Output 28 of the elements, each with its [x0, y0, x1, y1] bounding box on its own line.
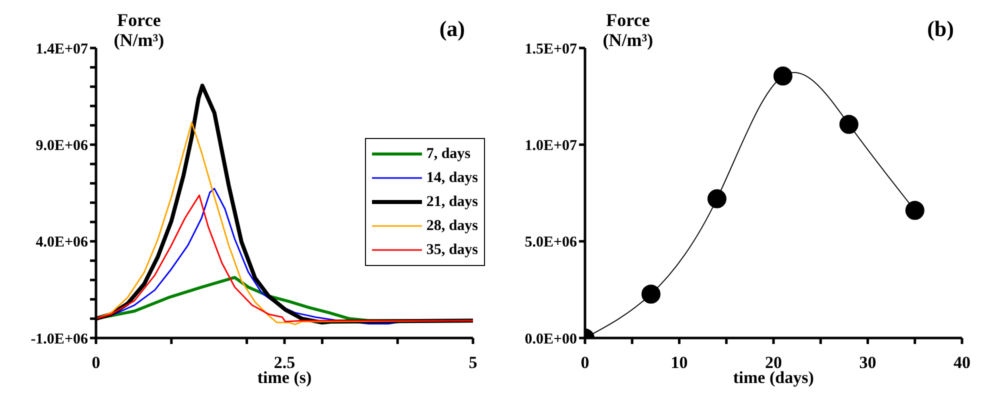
y-tick-label: -1.0E+06 [30, 331, 88, 348]
y-tick-label: 1.0E+07 [524, 138, 578, 154]
point [707, 189, 726, 208]
x-tick-label: 40 [954, 353, 970, 372]
x-tick-label: 5 [468, 353, 478, 372]
y-tick-label: 1.5E+07 [524, 41, 578, 58]
legend-label: 35, days [426, 242, 478, 258]
legend-label: 21, days [426, 194, 478, 210]
y-tick-label: 0.0E+00 [524, 331, 577, 348]
x-tick-label: 0 [92, 353, 100, 372]
x-tick-label: 0 [580, 353, 590, 372]
y-tick-label: 1.4E+07 [36, 41, 88, 58]
legend-label: 7, days [426, 146, 470, 162]
x-tick-label: 10 [670, 353, 688, 372]
chart-title: (b) [927, 16, 954, 42]
y-axis-title: Force (N/m³) [602, 10, 654, 50]
point [905, 200, 924, 220]
point [839, 114, 858, 134]
y-tick-label: 4.0E+06 [36, 234, 88, 251]
point [641, 284, 660, 304]
legend-label: 14, days [426, 170, 478, 186]
y-tick-label: 5.0E+06 [524, 234, 578, 251]
y-axis-title: Force (N/m³) [112, 10, 166, 50]
chart-title: (a) [439, 16, 465, 42]
x-tick-label: 30 [859, 353, 876, 372]
y-tick-label: 9.0E+06 [36, 138, 88, 154]
legend-label: 28, days [426, 218, 478, 234]
point [773, 66, 792, 86]
